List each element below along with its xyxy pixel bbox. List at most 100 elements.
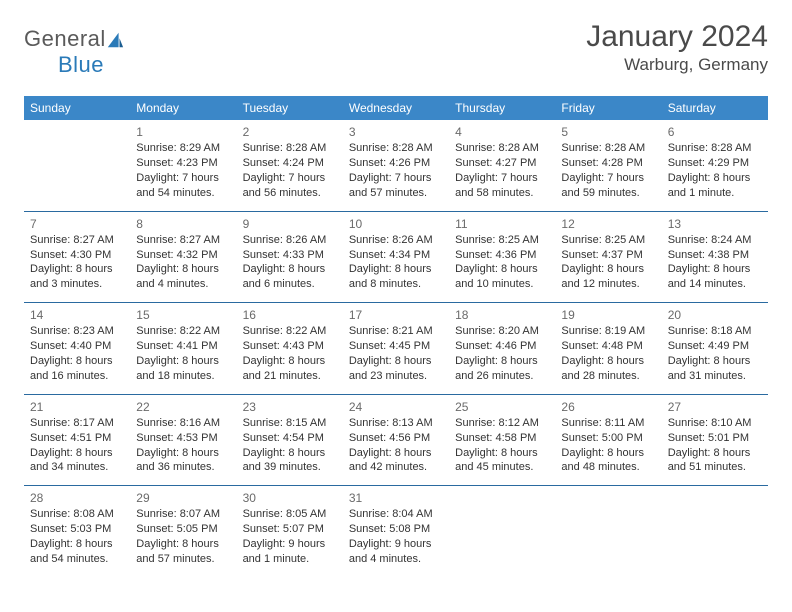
location: Warburg, Germany xyxy=(586,55,768,75)
sunset-text: Sunset: 4:30 PM xyxy=(30,248,124,263)
day-number: 26 xyxy=(561,399,655,415)
calendar-day xyxy=(555,486,661,577)
sunrise-text: Sunrise: 8:22 AM xyxy=(136,324,230,339)
calendar-day: 23Sunrise: 8:15 AMSunset: 4:54 PMDayligh… xyxy=(237,395,343,486)
day-header: Saturday xyxy=(662,96,768,120)
calendar-day: 5Sunrise: 8:28 AMSunset: 4:28 PMDaylight… xyxy=(555,120,661,211)
day-number: 25 xyxy=(455,399,549,415)
day-number: 1 xyxy=(136,124,230,140)
calendar-day: 24Sunrise: 8:13 AMSunset: 4:56 PMDayligh… xyxy=(343,395,449,486)
header: General Blue January 2024 Warburg, Germa… xyxy=(24,20,768,78)
day-number: 16 xyxy=(243,307,337,323)
sunrise-text: Sunrise: 8:26 AM xyxy=(349,233,443,248)
sunrise-text: Sunrise: 8:10 AM xyxy=(668,416,762,431)
day-number: 28 xyxy=(30,490,124,506)
calendar-week: 28Sunrise: 8:08 AMSunset: 5:03 PMDayligh… xyxy=(24,486,768,577)
daylight-text: Daylight: 8 hours and 12 minutes. xyxy=(561,262,655,292)
sunrise-text: Sunrise: 8:25 AM xyxy=(561,233,655,248)
day-number: 22 xyxy=(136,399,230,415)
sunset-text: Sunset: 4:41 PM xyxy=(136,339,230,354)
daylight-text: Daylight: 8 hours and 3 minutes. xyxy=(30,262,124,292)
day-number: 12 xyxy=(561,216,655,232)
sunset-text: Sunset: 4:43 PM xyxy=(243,339,337,354)
calendar-day xyxy=(24,120,130,211)
calendar-day: 9Sunrise: 8:26 AMSunset: 4:33 PMDaylight… xyxy=(237,212,343,303)
day-number: 2 xyxy=(243,124,337,140)
daylight-text: Daylight: 8 hours and 23 minutes. xyxy=(349,354,443,384)
sunset-text: Sunset: 4:38 PM xyxy=(668,248,762,263)
sunset-text: Sunset: 5:01 PM xyxy=(668,431,762,446)
day-header: Wednesday xyxy=(343,96,449,120)
day-number: 7 xyxy=(30,216,124,232)
daylight-text: Daylight: 8 hours and 14 minutes. xyxy=(668,262,762,292)
sunset-text: Sunset: 4:23 PM xyxy=(136,156,230,171)
sunset-text: Sunset: 4:37 PM xyxy=(561,248,655,263)
month-title: January 2024 xyxy=(586,20,768,53)
calendar-day: 10Sunrise: 8:26 AMSunset: 4:34 PMDayligh… xyxy=(343,212,449,303)
sunrise-text: Sunrise: 8:17 AM xyxy=(30,416,124,431)
daylight-text: Daylight: 7 hours and 54 minutes. xyxy=(136,171,230,201)
daylight-text: Daylight: 9 hours and 1 minute. xyxy=(243,537,337,567)
sunset-text: Sunset: 4:58 PM xyxy=(455,431,549,446)
sunrise-text: Sunrise: 8:15 AM xyxy=(243,416,337,431)
sunset-text: Sunset: 4:36 PM xyxy=(455,248,549,263)
daylight-text: Daylight: 8 hours and 21 minutes. xyxy=(243,354,337,384)
calendar-day: 12Sunrise: 8:25 AMSunset: 4:37 PMDayligh… xyxy=(555,212,661,303)
day-number: 29 xyxy=(136,490,230,506)
sunrise-text: Sunrise: 8:12 AM xyxy=(455,416,549,431)
day-number: 18 xyxy=(455,307,549,323)
day-number: 3 xyxy=(349,124,443,140)
sunrise-text: Sunrise: 8:21 AM xyxy=(349,324,443,339)
sunset-text: Sunset: 4:48 PM xyxy=(561,339,655,354)
calendar-day: 19Sunrise: 8:19 AMSunset: 4:48 PMDayligh… xyxy=(555,303,661,394)
calendar-day: 28Sunrise: 8:08 AMSunset: 5:03 PMDayligh… xyxy=(24,486,130,577)
sunset-text: Sunset: 4:33 PM xyxy=(243,248,337,263)
daylight-text: Daylight: 8 hours and 39 minutes. xyxy=(243,446,337,476)
sunrise-text: Sunrise: 8:22 AM xyxy=(243,324,337,339)
sunrise-text: Sunrise: 8:25 AM xyxy=(455,233,549,248)
sunrise-text: Sunrise: 8:19 AM xyxy=(561,324,655,339)
day-number: 31 xyxy=(349,490,443,506)
title-block: January 2024 Warburg, Germany xyxy=(586,20,768,75)
day-number: 19 xyxy=(561,307,655,323)
sunset-text: Sunset: 4:26 PM xyxy=(349,156,443,171)
sunset-text: Sunset: 4:28 PM xyxy=(561,156,655,171)
sunset-text: Sunset: 5:07 PM xyxy=(243,522,337,537)
calendar-week: 1Sunrise: 8:29 AMSunset: 4:23 PMDaylight… xyxy=(24,120,768,212)
day-number: 5 xyxy=(561,124,655,140)
day-number: 13 xyxy=(668,216,762,232)
sunset-text: Sunset: 5:08 PM xyxy=(349,522,443,537)
calendar-day: 18Sunrise: 8:20 AMSunset: 4:46 PMDayligh… xyxy=(449,303,555,394)
calendar-day: 26Sunrise: 8:11 AMSunset: 5:00 PMDayligh… xyxy=(555,395,661,486)
sunrise-text: Sunrise: 8:24 AM xyxy=(668,233,762,248)
daylight-text: Daylight: 8 hours and 45 minutes. xyxy=(455,446,549,476)
calendar-week: 21Sunrise: 8:17 AMSunset: 4:51 PMDayligh… xyxy=(24,395,768,487)
day-number: 14 xyxy=(30,307,124,323)
sunset-text: Sunset: 4:29 PM xyxy=(668,156,762,171)
calendar-day: 14Sunrise: 8:23 AMSunset: 4:40 PMDayligh… xyxy=(24,303,130,394)
daylight-text: Daylight: 7 hours and 57 minutes. xyxy=(349,171,443,201)
calendar-day: 25Sunrise: 8:12 AMSunset: 4:58 PMDayligh… xyxy=(449,395,555,486)
calendar-day: 4Sunrise: 8:28 AMSunset: 4:27 PMDaylight… xyxy=(449,120,555,211)
calendar-day: 17Sunrise: 8:21 AMSunset: 4:45 PMDayligh… xyxy=(343,303,449,394)
daylight-text: Daylight: 8 hours and 10 minutes. xyxy=(455,262,549,292)
day-number: 10 xyxy=(349,216,443,232)
daylight-text: Daylight: 8 hours and 42 minutes. xyxy=(349,446,443,476)
sunrise-text: Sunrise: 8:27 AM xyxy=(136,233,230,248)
day-header: Monday xyxy=(130,96,236,120)
sunset-text: Sunset: 4:32 PM xyxy=(136,248,230,263)
calendar-day: 16Sunrise: 8:22 AMSunset: 4:43 PMDayligh… xyxy=(237,303,343,394)
sunrise-text: Sunrise: 8:08 AM xyxy=(30,507,124,522)
sunset-text: Sunset: 4:24 PM xyxy=(243,156,337,171)
calendar-day: 31Sunrise: 8:04 AMSunset: 5:08 PMDayligh… xyxy=(343,486,449,577)
day-number: 8 xyxy=(136,216,230,232)
sunset-text: Sunset: 4:53 PM xyxy=(136,431,230,446)
day-number: 21 xyxy=(30,399,124,415)
day-number: 9 xyxy=(243,216,337,232)
calendar-day: 11Sunrise: 8:25 AMSunset: 4:36 PMDayligh… xyxy=(449,212,555,303)
daylight-text: Daylight: 8 hours and 18 minutes. xyxy=(136,354,230,384)
sunrise-text: Sunrise: 8:18 AM xyxy=(668,324,762,339)
logo-text: General Blue xyxy=(24,26,124,78)
daylight-text: Daylight: 8 hours and 31 minutes. xyxy=(668,354,762,384)
day-header: Thursday xyxy=(449,96,555,120)
